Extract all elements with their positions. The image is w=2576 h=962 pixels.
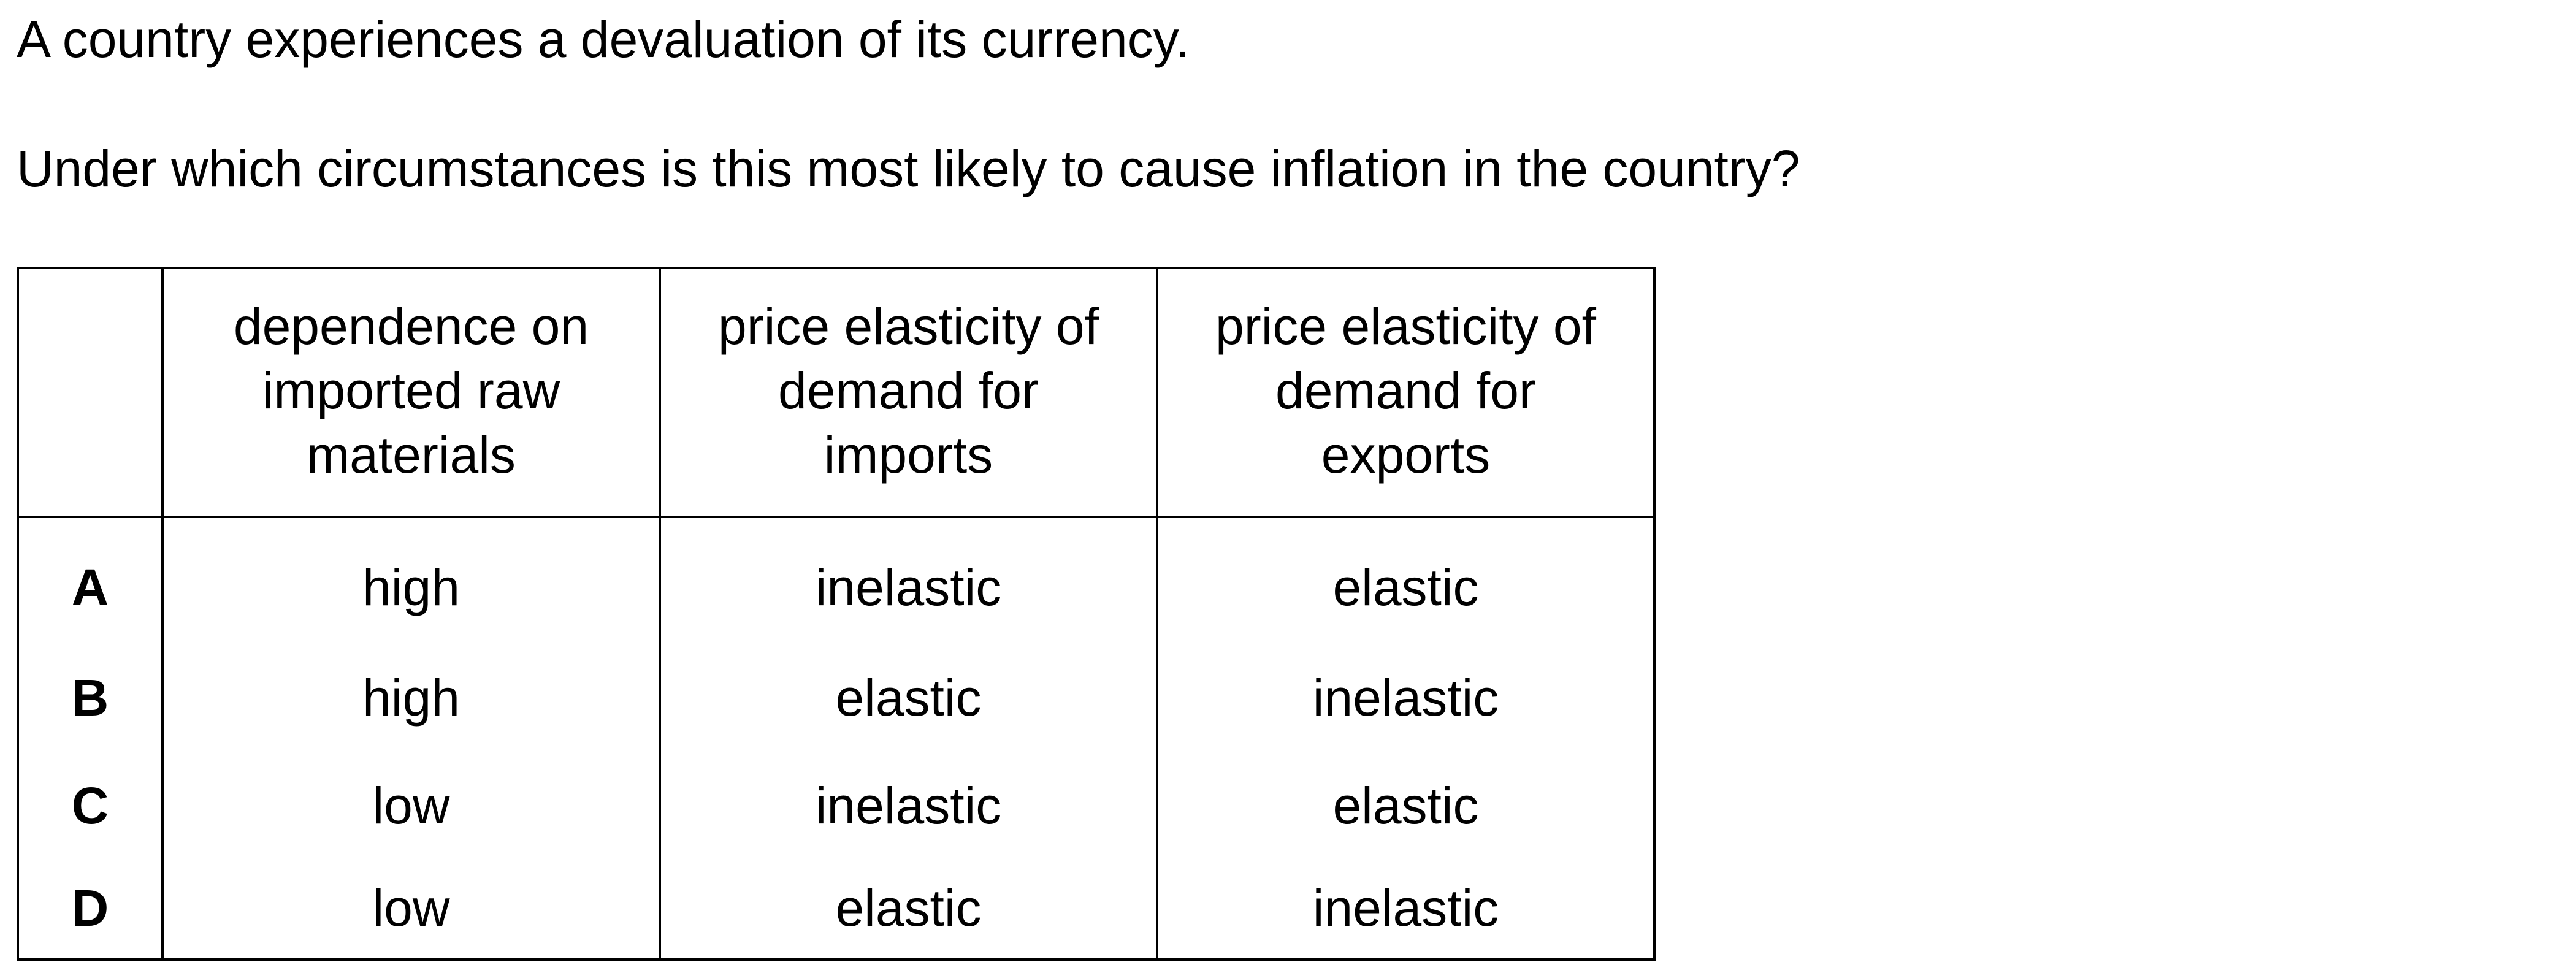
header-exports-line: demand for [1275,361,1536,419]
header-dependence-line: dependence on [233,297,589,355]
header-dependence-line: imported raw [262,361,560,419]
option-letter: B [17,642,164,750]
option-letter: D [17,858,164,961]
header-blank [17,267,164,518]
exports-elasticity-cell: inelastic [1156,642,1656,750]
dependence-cell: low [161,858,661,961]
header-exports-elasticity: price elasticity of demand for exports [1156,267,1656,518]
header-imports-elasticity: price elasticity of demand for imports [659,267,1158,518]
dependence-cell: high [161,642,661,750]
imports-elasticity-cell: inelastic [659,517,1158,642]
question-text: Under which circumstances is this most l… [17,140,1800,197]
imports-elasticity-cell: inelastic [659,750,1158,858]
header-imports-line: price elasticity of [718,297,1099,355]
options-table: dependence on imported raw materials pri… [17,267,1656,961]
intro-text: A country experiences a devaluation of i… [17,10,1190,68]
imports-elasticity-cell: elastic [659,858,1158,961]
header-imports-line: demand for [778,361,1039,419]
table-header-row: dependence on imported raw materials pri… [17,267,1656,518]
header-dependence-line: materials [307,426,516,484]
table-row-b: B high elastic inelastic [17,642,1656,750]
imports-elasticity-cell: elastic [659,642,1158,750]
option-letter: C [17,750,164,858]
exports-elasticity-cell: inelastic [1156,858,1656,961]
exports-elasticity-cell: elastic [1156,750,1656,858]
table-row-a: A high inelastic elastic [17,517,1656,642]
header-imports-line: imports [824,426,993,484]
table-row-c: C low inelastic elastic [17,750,1656,858]
exports-elasticity-cell: elastic [1156,517,1656,642]
option-letter: A [17,517,164,642]
header-dependence: dependence on imported raw materials [161,267,661,518]
dependence-cell: low [161,750,661,858]
dependence-cell: high [161,517,661,642]
table-row-d: D low elastic inelastic [17,858,1656,961]
header-exports-line: price elasticity of [1215,297,1596,355]
header-exports-line: exports [1321,426,1491,484]
